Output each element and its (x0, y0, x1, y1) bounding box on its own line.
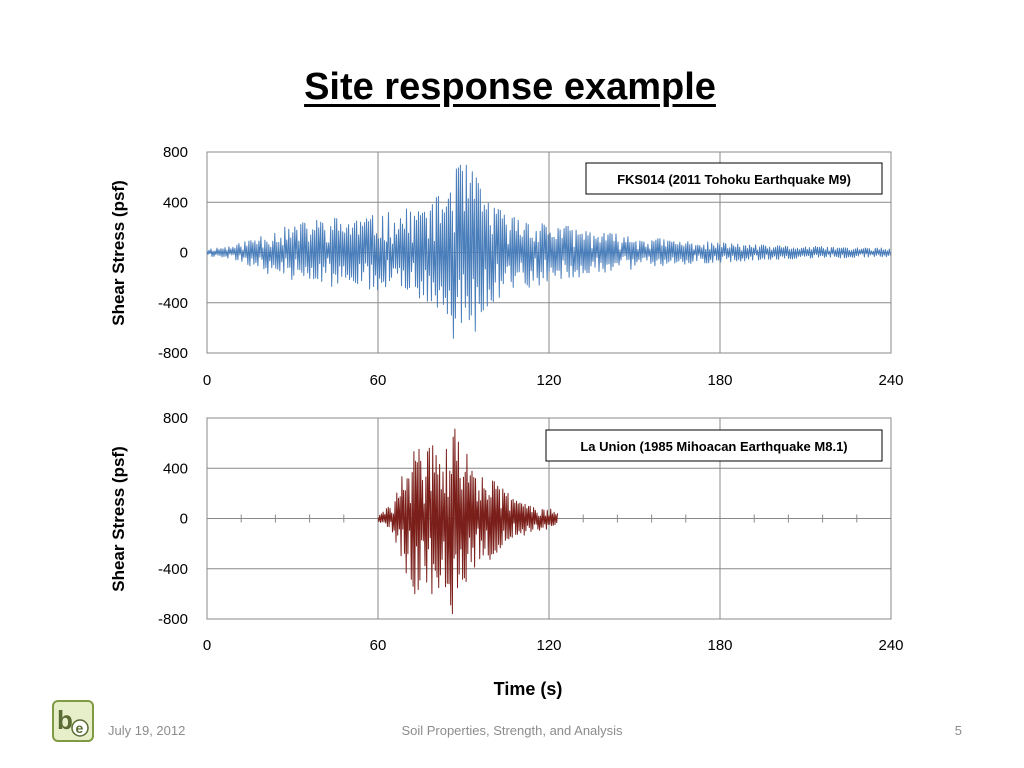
y-tick-label: 400 (163, 460, 188, 477)
y-tick-label: -400 (158, 561, 188, 578)
footer-course-title: Soil Properties, Strength, and Analysis (401, 723, 623, 738)
series-line (377, 428, 558, 615)
x-tick-label: 240 (878, 637, 903, 654)
y-tick-label: 800 (163, 410, 188, 427)
chart-fks014: Shear Stress (psf) 800 400 0 -400 -800 0 60 120… (109, 144, 904, 389)
x-tick-label: 60 (370, 372, 387, 389)
y-axis-label: Shear Stress (psf) (109, 180, 128, 326)
series-line (206, 164, 891, 339)
legend-label: FKS014 (2011 Tohoku Earthquake M9) (617, 172, 851, 187)
y-tick-label: 800 (163, 144, 188, 161)
x-tick-label: 240 (878, 372, 903, 389)
y-tick-label: -400 (158, 295, 188, 312)
chart-la-union: Shear Stress (psf) 800 400 0 -400 -800 0 60 120… (109, 410, 904, 654)
footer-date: July 19, 2012 (108, 723, 186, 738)
x-tick-label: 0 (203, 637, 211, 654)
be-logo-icon: b e (57, 705, 89, 737)
y-tick-label: 0 (180, 245, 188, 262)
y-tick-label: 400 (163, 194, 188, 211)
be-logo: b e (52, 700, 94, 742)
x-tick-label: 0 (203, 372, 211, 389)
y-tick-label: -800 (158, 345, 188, 362)
y-axis-label: Shear Stress (psf) (109, 446, 128, 592)
svg-text:e: e (76, 720, 84, 736)
legend-box (545, 429, 883, 462)
legend-box (585, 162, 883, 195)
x-tick-label: 120 (536, 637, 561, 654)
svg-text:b: b (57, 705, 73, 735)
x-tick-label: 180 (707, 637, 732, 654)
slide-title: Site response example (304, 66, 716, 108)
x-tick-label: 180 (707, 372, 732, 389)
x-tick-label: 120 (536, 372, 561, 389)
y-tick-label: 0 (180, 511, 188, 528)
page-number: 5 (954, 723, 962, 738)
x-axis-title: Time (s) (493, 679, 563, 699)
legend-label: La Union (1985 Mihoacan Earthquake M8.1) (580, 439, 847, 454)
y-tick-label: -800 (158, 611, 188, 628)
x-tick-label: 60 (370, 637, 387, 654)
